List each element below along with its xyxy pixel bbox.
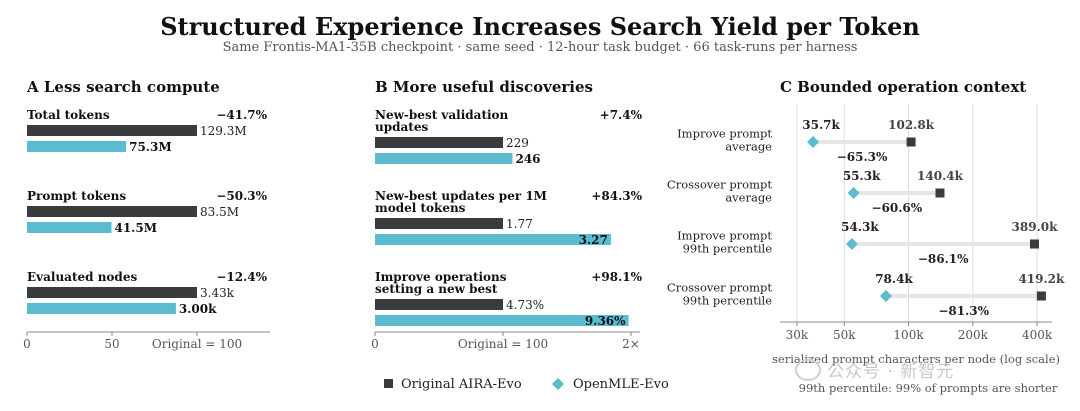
x-axis-label: serialized prompt characters per node (l… [772,352,1060,366]
group-label: Total tokens [27,108,110,122]
point-original [1036,291,1046,301]
row-label: average [725,140,772,154]
group-label: updates [375,120,428,134]
row-label: Improve prompt [677,127,772,141]
legend-openmle-label: OpenMLE-Evo [573,377,669,392]
bar-original-label: 4.73% [506,298,544,312]
row-label: Crossover prompt [667,178,772,192]
point-original-label: 102.8k [888,118,935,132]
group-label: Evaluated nodes [27,270,137,284]
figure-title: Structured Experience Increases Search Y… [160,12,920,41]
change-label: −60.6% [871,201,922,215]
bar-original [375,218,503,229]
chart-note: 99th percentile: 99% of prompts are shor… [799,381,1058,395]
bar-original-label: 129.3M [200,124,247,138]
bar-original-label: 83.5M [200,205,239,219]
point-openmle-label: 78.4k [875,272,913,286]
point-original [906,137,916,147]
bar-original-label: 1.77 [506,217,533,231]
point-original-label: 419.2k [1018,272,1065,286]
bar-original [375,299,503,310]
point-openmle-label: 55.3k [843,169,881,183]
bar-openmle-label: 3.00k [179,302,217,316]
panel-b-title: B More useful discoveries [375,78,593,96]
bar-original [27,287,197,298]
bar-original [375,137,503,148]
x-tick-label: 50k [833,328,856,342]
point-openmle [807,136,820,148]
panel-c-title: C Bounded operation context [780,78,1026,96]
x-tick-label: 0 [23,337,31,351]
group-label: setting a new best [375,282,498,296]
row-label: 99th percentile [683,242,773,256]
change-label: −65.3% [837,150,888,164]
change-label: −41.7% [216,108,267,122]
group-label: model tokens [375,201,466,215]
change-label: +98.1% [591,270,642,284]
x-tick-label: Original = 100 [152,337,242,351]
row-label: Improve prompt [677,229,772,243]
change-label: +84.3% [591,189,642,203]
x-tick-label: Original = 100 [458,337,548,351]
point-openmle [847,187,860,199]
panel-a-title: A Less search compute [26,78,220,96]
group-label: Improve operations [375,270,507,284]
group-label: New-best updates per 1M [375,189,547,203]
bar-openmle [375,315,629,326]
x-tick-label: 2× [622,337,640,351]
change-label: −50.3% [216,189,267,203]
row-label: average [725,191,772,205]
point-original [935,188,945,198]
bar-openmle [375,234,611,245]
x-tick-label: 0 [371,337,379,351]
x-tick-label: 50 [104,337,119,351]
bar-openmle [27,222,112,233]
point-openmle-label: 35.7k [802,118,840,132]
point-original [1029,239,1039,249]
row-label: 99th percentile [683,294,773,308]
legend-openmle-marker [552,378,564,390]
bar-openmle-label: 3.27 [579,233,608,247]
bar-openmle-label: 75.3M [129,140,172,154]
bar-openmle-label: 246 [515,152,540,166]
bar-openmle-label: 41.5M [114,221,157,235]
x-tick-label: 100k [893,328,924,342]
bar-openmle-label: 9.36% [585,314,626,328]
watermark: 公众号 · 新智元 [795,357,954,382]
legend-original-label: Original AIRA-Evo [401,377,522,392]
bar-original [27,125,197,136]
watermark-text: 公众号 · 新智元 [827,362,955,382]
bar-openmle [27,303,176,314]
x-tick-label: 400k [1022,328,1053,342]
point-openmle [879,290,892,302]
change-label: −81.3% [938,304,989,318]
bar-openmle [27,141,127,152]
change-label: −86.1% [918,252,969,266]
point-openmle-label: 54.3k [841,220,879,234]
group-label: Prompt tokens [27,189,126,203]
legend-original-marker [384,379,393,388]
change-label: −12.4% [216,270,267,284]
group-label: New-best validation [375,108,509,122]
figure-subtitle: Same Frontis-MA1-35B checkpoint · same s… [222,40,858,55]
point-original-label: 389.0k [1012,220,1059,234]
change-label: +7.4% [600,108,643,122]
bar-openmle [375,153,513,164]
wechat-icon [795,358,821,381]
bar-original [27,206,197,217]
bar-original-label: 3.43k [200,286,235,300]
point-original-label: 140.4k [917,169,964,183]
x-tick-label: 30k [786,328,809,342]
bar-original-label: 229 [506,136,529,150]
row-label: Crossover prompt [667,281,772,295]
point-openmle [845,238,858,250]
x-tick-label: 200k [958,328,989,342]
